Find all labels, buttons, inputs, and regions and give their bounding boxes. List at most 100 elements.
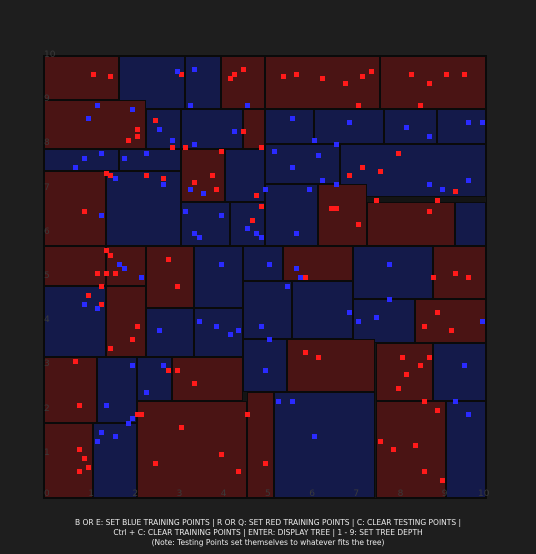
- blue-training-point: [214, 323, 220, 329]
- blue-training-point: [112, 434, 118, 440]
- blue-training-point: [320, 177, 326, 183]
- blue-training-point: [479, 319, 485, 325]
- blue-training-point: [263, 186, 268, 192]
- blue-region: [242, 338, 288, 392]
- blue-training-point: [156, 126, 162, 132]
- blue-training-point: [81, 155, 87, 161]
- blue-training-point: [298, 275, 304, 280]
- blue-training-point: [236, 328, 242, 334]
- blue-training-point: [373, 314, 379, 320]
- red-region: [242, 109, 265, 149]
- blue-training-point: [293, 230, 299, 236]
- red-training-point: [373, 197, 379, 203]
- red-training-point: [152, 118, 158, 124]
- blue-training-point: [196, 319, 202, 325]
- red-region: [432, 246, 486, 300]
- red-training-point: [395, 385, 401, 391]
- blue-training-point: [466, 412, 472, 418]
- blue-region: [353, 246, 433, 300]
- blue-training-point: [143, 151, 149, 157]
- blue-training-point: [121, 155, 127, 161]
- blue-training-point: [258, 323, 264, 329]
- blue-training-point: [95, 102, 101, 108]
- blue-region: [273, 391, 376, 498]
- red-region: [105, 246, 146, 286]
- red-region: [265, 56, 380, 110]
- red-training-point: [90, 71, 96, 77]
- red-training-point: [377, 438, 383, 444]
- blue-training-point: [117, 261, 123, 267]
- blue-training-point: [192, 142, 198, 148]
- red-region: [375, 343, 433, 401]
- red-training-point: [240, 129, 246, 135]
- blue-training-point: [311, 434, 317, 440]
- red-training-point: [355, 221, 361, 227]
- blue-training-point: [404, 124, 410, 130]
- blue-region: [97, 356, 137, 423]
- red-training-point: [369, 69, 375, 75]
- red-training-point: [408, 71, 414, 77]
- blue-training-point: [218, 261, 224, 267]
- red-training-point: [143, 173, 149, 179]
- blue-training-point: [311, 137, 317, 143]
- red-training-point: [108, 173, 114, 179]
- red-region: [172, 356, 243, 401]
- blue-region: [242, 246, 283, 282]
- blue-training-point: [439, 186, 445, 192]
- blue-training-point: [346, 310, 352, 316]
- x-tick-label: 7: [353, 489, 360, 499]
- blue-region: [313, 109, 385, 145]
- red-training-point: [165, 367, 171, 373]
- red-training-point: [77, 469, 83, 475]
- red-training-point: [258, 144, 264, 150]
- blue-training-point: [196, 235, 202, 241]
- red-training-point: [391, 447, 397, 453]
- blue-training-point: [254, 230, 260, 236]
- instructions-footer: B OR E: SET BLUE TRAINING POINTS | R OR …: [0, 518, 536, 548]
- blue-training-point: [293, 266, 299, 272]
- red-training-point: [86, 292, 92, 298]
- red-region: [181, 148, 226, 202]
- instructions-line-1: B OR E: SET BLUE TRAINING POINTS | R OR …: [74, 518, 462, 527]
- red-training-point: [227, 76, 233, 82]
- blue-training-point: [232, 129, 238, 135]
- red-training-point: [95, 270, 101, 276]
- blue-training-point: [81, 301, 87, 307]
- red-region: [247, 391, 274, 498]
- red-training-point: [426, 354, 432, 360]
- red-training-point: [161, 175, 167, 181]
- red-training-point: [320, 76, 326, 82]
- red-training-point: [426, 208, 432, 214]
- red-training-point: [360, 73, 366, 79]
- y-tick-label: 7: [44, 182, 50, 193]
- blue-training-point: [426, 133, 432, 139]
- blue-training-point: [139, 275, 145, 280]
- red-training-point: [258, 204, 264, 210]
- red-region: [287, 338, 376, 392]
- red-training-point: [430, 275, 436, 280]
- red-training-point: [81, 456, 87, 462]
- blue-training-point: [386, 297, 392, 303]
- blue-training-point: [227, 332, 233, 338]
- red-training-point: [280, 73, 286, 79]
- blue-training-point: [466, 120, 472, 126]
- red-training-point: [192, 179, 198, 185]
- red-training-point: [342, 80, 348, 86]
- red-training-point: [426, 80, 432, 86]
- blue-training-point: [461, 363, 467, 369]
- blue-region: [242, 281, 292, 339]
- blue-training-point: [289, 115, 295, 121]
- red-training-point: [254, 193, 260, 199]
- red-training-point: [417, 102, 423, 108]
- blue-training-point: [245, 226, 251, 232]
- decision-tree-plot[interactable]: [43, 55, 487, 499]
- x-tick-label: 8: [397, 489, 404, 499]
- red-region: [44, 422, 93, 498]
- blue-training-point: [156, 328, 162, 334]
- blue-training-point: [276, 398, 282, 404]
- blue-training-point: [72, 164, 78, 170]
- blue-region: [265, 144, 341, 185]
- red-training-point: [232, 71, 238, 77]
- blue-training-point: [386, 261, 392, 267]
- red-training-point: [183, 144, 189, 150]
